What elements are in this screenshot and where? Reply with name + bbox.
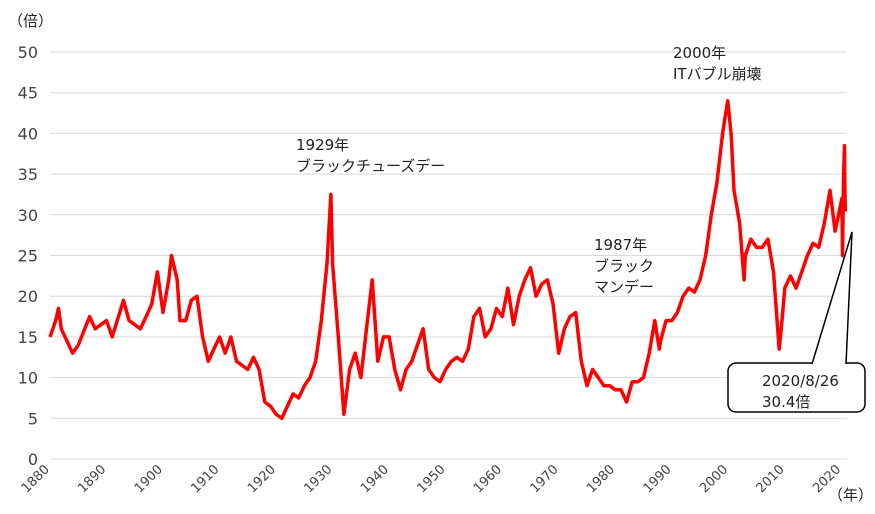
x-tick-label: 1940: [358, 462, 392, 496]
plot: [48, 99, 848, 421]
x-axis-label: （年）: [828, 486, 873, 504]
x-tick-label: 1910: [188, 462, 222, 496]
x-tick-label: 1900: [132, 462, 166, 496]
x-tick-label: 1890: [75, 462, 109, 496]
x-tick-label: 1990: [641, 462, 675, 496]
annotation: 2020/8/26: [762, 372, 839, 390]
callout-box: [727, 362, 866, 413]
x-tick-label: 1880: [19, 462, 53, 496]
y-tick-label: 10: [18, 369, 38, 388]
y-tick-label: 50: [18, 43, 38, 62]
x-tick-label: 2000: [697, 462, 731, 496]
x-tick-label: 1950: [414, 462, 448, 496]
y-axis-label: （倍）: [8, 12, 53, 30]
annotation: 1987年: [594, 236, 647, 254]
annotation: ブラック: [594, 257, 654, 275]
y-tick-label: 35: [18, 165, 38, 184]
y-tick-label: 5: [28, 409, 38, 428]
x-tick-label: 1930: [301, 462, 335, 496]
x-tick-label: 2010: [754, 462, 788, 496]
y-tick-label: 40: [18, 124, 38, 143]
annotation: ブラックチューズデー: [296, 157, 445, 175]
annotation: マンデー: [594, 278, 654, 296]
y-tick-label: 15: [18, 328, 38, 347]
x-tick-label: 1980: [584, 462, 618, 496]
x-tick-label: 1920: [245, 462, 279, 496]
y-tick-label: 0: [28, 450, 38, 469]
y-tick-label: 25: [18, 247, 38, 266]
x-tick-label: 1970: [528, 462, 562, 496]
annotation: ITバブル崩壊: [673, 65, 762, 83]
callout-pointer: [811, 231, 853, 365]
annotation: 30.4倍: [762, 393, 810, 411]
annotation: 1929年: [296, 136, 349, 154]
line: [48, 99, 848, 421]
annotation: 2000年: [673, 44, 726, 62]
callout-cover: [813, 362, 845, 365]
y-tick-label: 20: [18, 287, 38, 306]
x-tick-label: 1960: [471, 462, 505, 496]
grid: 0 5 10 15 20 25 30 35 40 45 50 1880 1890 1900 1910 1920…: [18, 43, 847, 496]
y-tick-label: 30: [18, 206, 38, 225]
y-tick-label: 45: [18, 84, 38, 103]
